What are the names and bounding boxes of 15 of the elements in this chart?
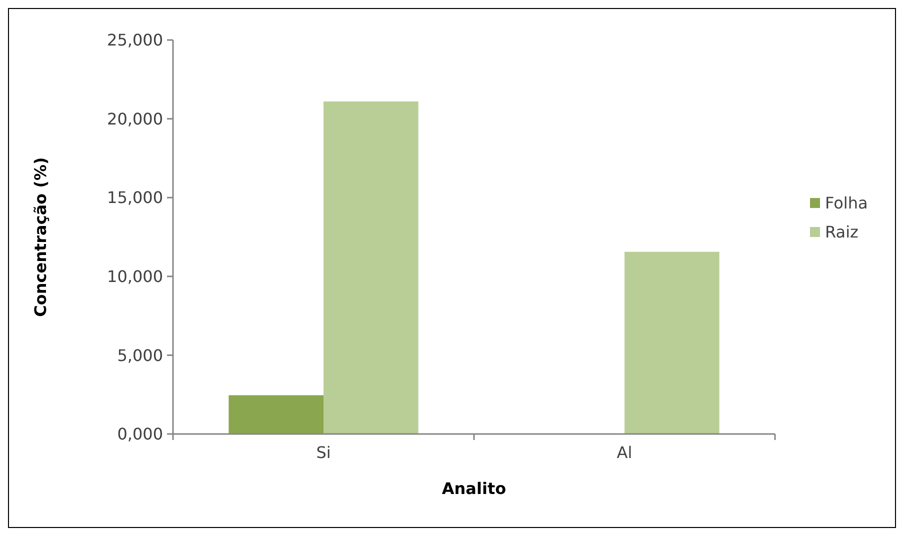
bar — [624, 252, 720, 434]
y-tick-label: 20,000 — [107, 109, 163, 128]
y-tick-label: 5,000 — [117, 346, 163, 365]
legend-label: Raiz — [825, 222, 858, 242]
y-tick-label: 0,000 — [117, 424, 163, 444]
bar — [324, 101, 418, 434]
y-tick-label: 25,000 — [107, 30, 163, 50]
y-tick-label: 15,000 — [107, 188, 163, 208]
x-axis-title: Analito — [442, 479, 506, 498]
y-tick-label: 10,000 — [107, 267, 163, 286]
x-tick-label: Si — [316, 443, 331, 462]
legend-label: Folha — [825, 194, 868, 213]
x-tick-label: Al — [616, 443, 632, 462]
bar — [228, 395, 324, 434]
y-axis-title: Concentração (%) — [31, 157, 50, 317]
